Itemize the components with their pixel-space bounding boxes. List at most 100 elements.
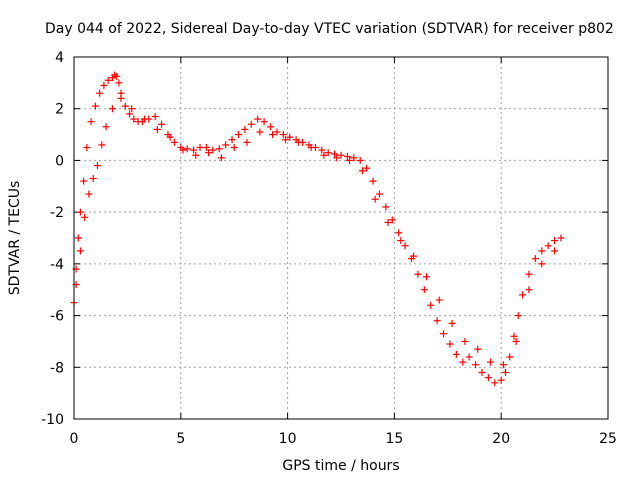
data-point	[369, 177, 377, 185]
data-point	[472, 361, 480, 369]
x-axis-label: GPS time / hours	[282, 458, 399, 474]
data-point	[76, 208, 84, 216]
data-point	[324, 149, 332, 157]
data-point	[113, 72, 121, 80]
grid-lines	[74, 57, 608, 419]
data-point	[497, 376, 505, 384]
y-tick-label: 0	[55, 153, 64, 169]
data-point	[346, 156, 354, 164]
data-point	[525, 270, 533, 278]
data-point	[487, 358, 495, 366]
data-point	[307, 144, 315, 151]
data-point	[337, 151, 345, 159]
data-point	[179, 146, 187, 154]
data-point	[551, 247, 559, 255]
data-point	[474, 345, 482, 353]
data-point	[243, 138, 251, 146]
data-point	[230, 144, 238, 151]
data-point	[247, 120, 255, 128]
data-point	[531, 255, 539, 263]
data-point	[433, 317, 441, 325]
data-point	[510, 332, 518, 340]
data-point	[85, 190, 93, 198]
data-point	[281, 136, 289, 144]
data-point	[140, 115, 148, 123]
data-point	[260, 118, 268, 126]
data-point	[512, 337, 520, 345]
data-point	[491, 379, 499, 387]
data-point	[388, 216, 396, 224]
tick-labels: 0 5 10 15 20 25 -10 -8 -6 -4 -2 0 2 4	[41, 50, 617, 447]
y-tick-label: 2	[55, 102, 64, 118]
y-tick-label: -2	[50, 205, 64, 221]
data-point	[202, 144, 210, 151]
data-point	[427, 301, 435, 309]
data-point	[414, 270, 422, 278]
data-point	[544, 242, 552, 250]
data-point	[128, 105, 136, 113]
data-point	[514, 312, 522, 320]
data-point	[151, 112, 159, 120]
data-point	[382, 203, 390, 211]
data-point	[422, 273, 430, 281]
x-tick-label: 20	[492, 431, 510, 447]
data-point	[551, 237, 559, 245]
x-tick-label: 15	[385, 431, 403, 447]
data-point	[121, 102, 129, 110]
data-point	[286, 133, 294, 141]
data-point	[196, 144, 204, 151]
data-point	[519, 291, 527, 299]
data-point	[205, 149, 213, 157]
data-point	[98, 141, 106, 149]
data-point	[241, 125, 249, 133]
data-point	[465, 353, 473, 361]
data-point	[446, 340, 454, 348]
data-point	[104, 76, 112, 84]
data-point	[525, 286, 533, 294]
data-point	[343, 153, 351, 161]
data-point	[117, 94, 125, 102]
data-point	[478, 368, 486, 376]
data-point	[190, 146, 198, 154]
data-point	[267, 123, 275, 131]
data-point	[254, 115, 262, 123]
data-point	[102, 123, 110, 131]
x-tick-label: 5	[176, 431, 185, 447]
data-point	[440, 330, 448, 338]
y-tick-label: 4	[55, 50, 64, 66]
data-point	[435, 296, 443, 304]
y-tick-label: -8	[50, 360, 64, 376]
data-point	[331, 150, 339, 158]
data-point	[395, 229, 403, 237]
data-point	[217, 154, 225, 162]
y-tick-label: -4	[50, 257, 64, 273]
data-point	[420, 286, 428, 294]
data-point	[384, 218, 392, 226]
data-point	[153, 125, 161, 133]
x-tick-label: 25	[599, 431, 617, 447]
y-tick-label: -6	[50, 309, 64, 325]
data-point	[158, 120, 166, 128]
data-point	[166, 133, 174, 141]
data-point	[83, 144, 91, 151]
data-point	[228, 136, 236, 144]
data-point	[115, 79, 123, 87]
data-point	[401, 242, 409, 250]
data-point	[222, 141, 230, 149]
data-point	[538, 260, 546, 268]
data-point	[448, 319, 456, 327]
data-point	[358, 167, 366, 175]
data-point	[234, 131, 242, 139]
data-point	[410, 252, 418, 260]
data-points	[70, 71, 565, 387]
data-point	[130, 115, 138, 123]
data-point	[333, 154, 341, 162]
data-point	[108, 105, 116, 113]
data-point	[538, 247, 546, 255]
axis-ticks	[73, 56, 609, 420]
data-point	[452, 350, 460, 358]
data-point	[375, 190, 383, 198]
data-point	[484, 374, 492, 382]
x-tick-label: 10	[279, 431, 297, 447]
